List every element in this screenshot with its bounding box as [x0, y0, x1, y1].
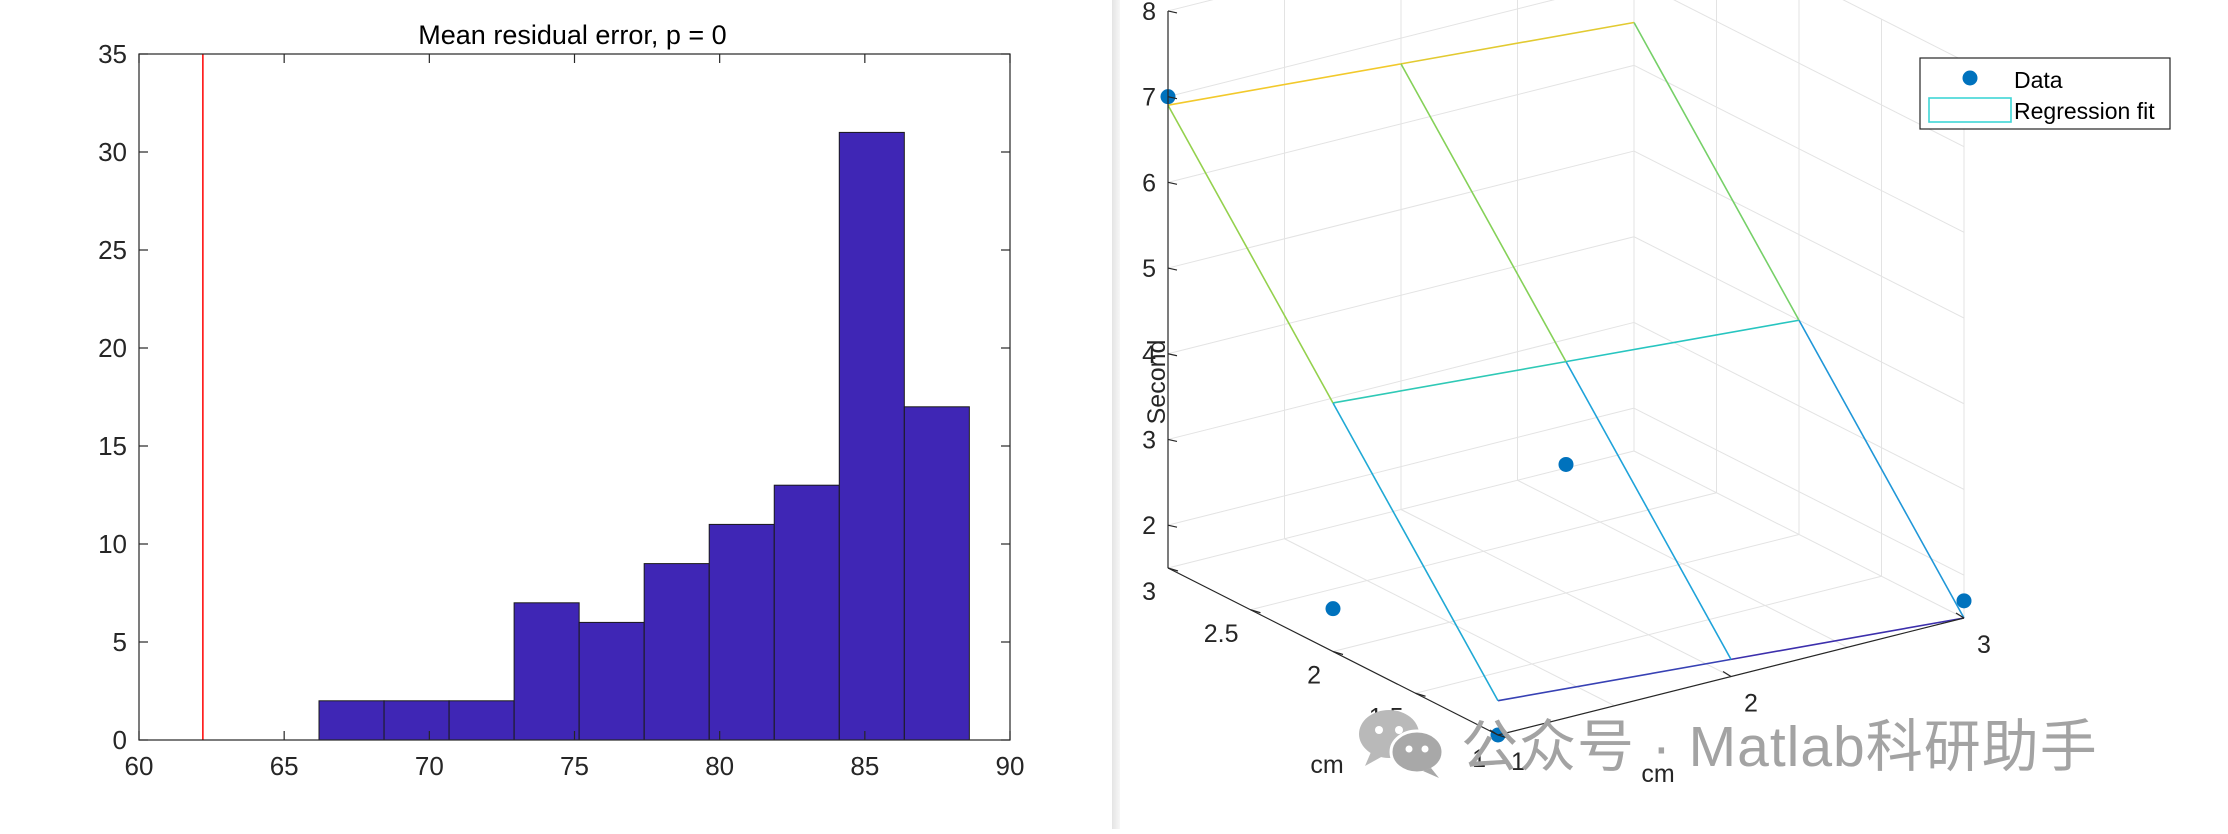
x-tick-label: 2: [1744, 690, 1758, 718]
legend-marker-fit: [1928, 97, 2012, 123]
z-tick-mark: [1167, 267, 1178, 271]
histogram-bar: [383, 700, 450, 741]
legend-marker-data: [1962, 70, 1978, 86]
z-tick-label: 4: [1142, 341, 1156, 369]
surface-mesh-line: [1167, 63, 1402, 107]
surface-mesh-line: [1400, 63, 1567, 362]
z-tick-label: 3: [1142, 426, 1156, 454]
y-tick-mark: [1250, 609, 1261, 614]
chart-title: Mean residual error, p = 0: [418, 20, 726, 50]
x-tick-label: 75: [560, 751, 589, 781]
data-point: [1558, 456, 1574, 472]
histogram-bar: [773, 484, 840, 741]
x-tick-mark: [1722, 670, 1732, 678]
regression-3d-chart: 234567811.522.53123SecondcmcmDataRegress…: [1142, 0, 2171, 788]
x-tick-label: 90: [996, 751, 1025, 781]
histogram-bar: [448, 700, 515, 741]
y-tick-label: 15: [98, 431, 127, 461]
legend-box: [1919, 57, 2171, 130]
grid-line: [1250, 492, 1717, 611]
x-tick-label: 80: [705, 751, 734, 781]
z-tick-mark: [1167, 10, 1178, 14]
x-tick-label: 60: [125, 751, 154, 781]
surface-mesh-line: [1497, 658, 1732, 702]
y-tick-label: 2: [1307, 662, 1321, 690]
watermark: 公众号 · Matlab科研助手: [1355, 702, 2098, 782]
figure-separator: [1112, 0, 1120, 829]
y-tick-mark: [1332, 650, 1344, 656]
legend-label-fit: Regression fit: [2014, 98, 2155, 124]
x-tick-label: 1: [1511, 748, 1525, 776]
z-tick-label: 6: [1142, 169, 1156, 197]
legend: Data Regression fit: [1919, 57, 2171, 130]
y-tick-label: 10: [98, 529, 127, 559]
data-point: [1956, 593, 1972, 609]
z-tick-label: 5: [1142, 255, 1156, 283]
y-axis-label: cm: [1310, 751, 1343, 779]
surface-mesh-line: [1730, 617, 1965, 661]
z-tick-mark: [1167, 353, 1178, 357]
histogram-bar: [838, 131, 905, 741]
wechat-icon: [1359, 710, 1445, 778]
surface-mesh-line: [1332, 360, 1567, 404]
y-tick-label: 25: [98, 235, 127, 265]
z-tick-mark: [1167, 181, 1178, 185]
surface-mesh-line: [1332, 402, 1499, 702]
x-tick-mark: [1489, 729, 1499, 736]
data-point: [1325, 601, 1341, 617]
y-tick-mark: [1167, 567, 1179, 572]
surface-mesh-line: [1400, 21, 1635, 65]
surface-mesh-line: [1167, 104, 1334, 404]
y-tick-mark: [1415, 692, 1426, 697]
surface-mesh-line: [1565, 319, 1800, 363]
grid-line: [1167, 450, 1635, 569]
y-tick-label: 1: [1472, 745, 1486, 773]
histogram-bar: [513, 602, 580, 741]
histogram-bar: [318, 700, 385, 741]
surface-panel: 234567811.522.53123SecondcmcmDataRegress…: [1120, 0, 2228, 829]
y-tick-label: 35: [98, 39, 127, 69]
y-tick-label: 5: [113, 627, 127, 657]
z-tick-label: 7: [1142, 84, 1156, 112]
histogram-panel: 60 65 70 75 80 85 90 0 5 10 15 20 25 30 35 Mean residua…: [0, 0, 1112, 829]
histogram-bar: [578, 621, 645, 741]
grid-line: [1332, 534, 1800, 652]
x-tick-label: 85: [850, 751, 879, 781]
y-tick-label: 20: [98, 333, 127, 363]
z-tick-label: 2: [1142, 512, 1156, 540]
y-tick-mark: [1497, 734, 1509, 739]
surface-mesh-line: [1565, 361, 1732, 660]
surface-mesh-line: [1633, 22, 1800, 321]
grid-line: [1517, 479, 1848, 648]
grid-line: [1842, 0, 1965, 62]
y-tick-label: 2.5: [1204, 620, 1239, 648]
histogram-bar: [708, 523, 775, 741]
z-tick-mark: [1167, 438, 1178, 443]
y-tick-label: 3: [1142, 578, 1156, 606]
surface-mesh-line: [1798, 319, 1965, 619]
x-tick-mark: [1955, 612, 1965, 619]
histogram-bar: [903, 406, 970, 741]
x-tick-label: 70: [415, 751, 444, 781]
z-tick-mark: [1167, 96, 1178, 100]
z-tick-mark: [1167, 524, 1178, 528]
legend-label-data: Data: [2014, 67, 2063, 93]
z-tick-label: 8: [1142, 0, 1156, 26]
y-tick-label: 0: [113, 725, 127, 755]
x-tick-label: 65: [270, 751, 299, 781]
x-tick-label: 3: [1977, 631, 1991, 659]
watermark-text: 公众号 · Matlab科研助手: [1461, 715, 2098, 779]
grid-line: [1633, 450, 1965, 619]
z-axis-label: Second: [1143, 340, 1171, 425]
x-axis-label: cm: [1641, 760, 1674, 788]
y-tick-label: 30: [98, 137, 127, 167]
histogram-chart: 60 65 70 75 80 85 90 0 5 10 15 20 25 30 35 Mean residua…: [98, 20, 1025, 781]
histogram-bar: [643, 563, 710, 741]
